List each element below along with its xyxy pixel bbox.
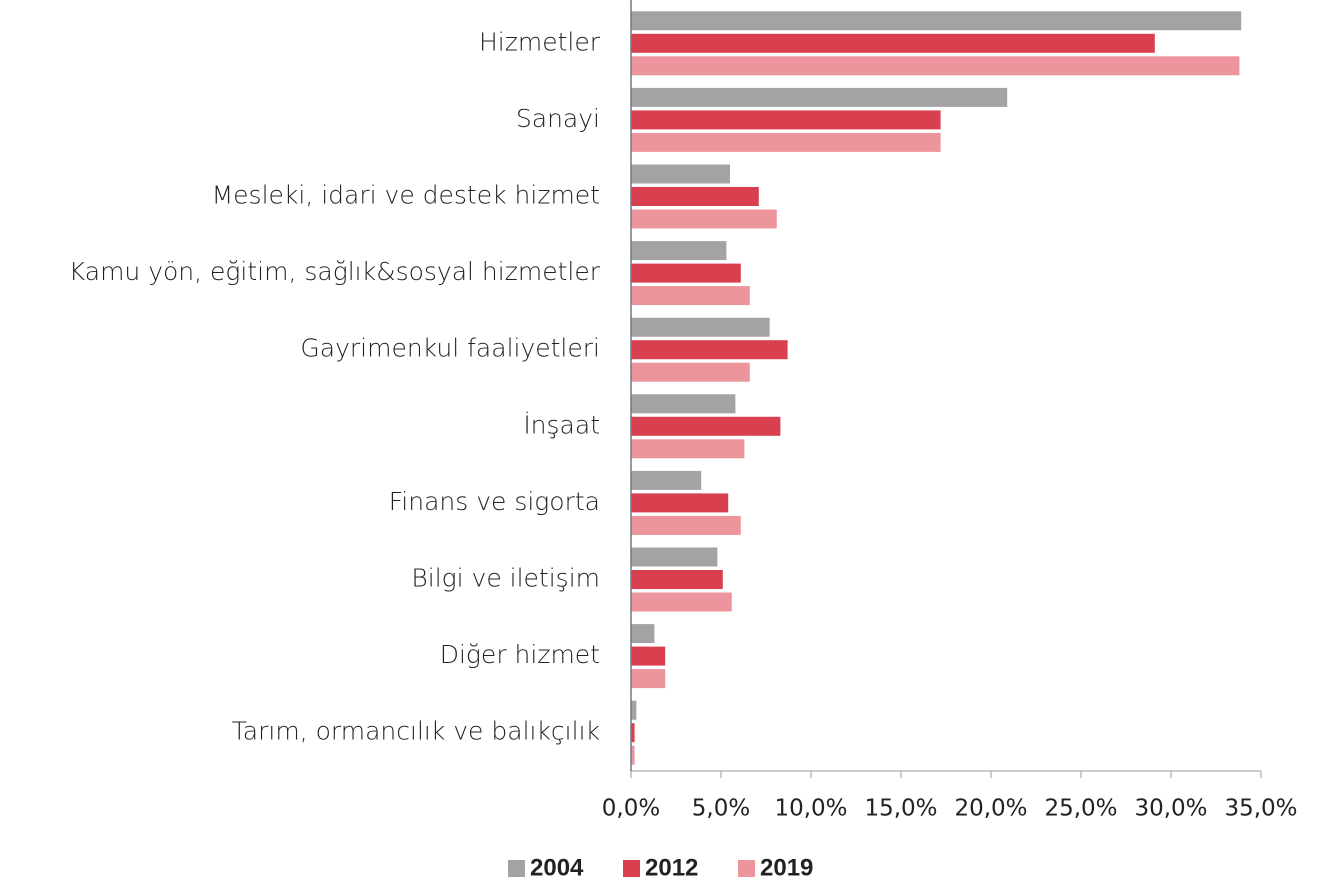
bar — [631, 547, 718, 567]
y-tick-label: Kamu yön, eğitim, sağlık&sosyal hizmetle… — [69, 257, 601, 286]
y-tick-label: Finans ve sigorta — [389, 487, 600, 516]
bar — [631, 241, 727, 261]
x-tick-label: 10,0% — [774, 796, 847, 822]
bar — [631, 110, 941, 130]
bar — [631, 362, 750, 382]
y-tick-label: Mesleki, idari ve destek hizmet — [212, 181, 600, 210]
legend-label: 2019 — [760, 854, 813, 881]
bar — [631, 416, 781, 436]
legend-label: 2012 — [645, 854, 698, 881]
x-tick-label: 0,0% — [602, 796, 660, 822]
bar — [631, 723, 635, 743]
y-tick-label: Gayrimenkul faaliyetleri — [300, 334, 600, 363]
x-tick-label: 25,0% — [1044, 796, 1117, 822]
bar — [631, 33, 1155, 53]
legend-swatch — [623, 860, 640, 877]
legend-label: 2004 — [530, 854, 584, 881]
bar — [631, 493, 729, 513]
bar — [631, 340, 788, 360]
bar — [631, 439, 745, 459]
y-tick-label: Tarım, ormancılık ve balıkçılık — [232, 717, 600, 746]
bar — [631, 515, 741, 535]
x-tick-label: 35,0% — [1224, 796, 1297, 822]
bar — [631, 592, 732, 612]
bar — [631, 317, 770, 337]
y-tick-label: Hizmetler — [479, 27, 601, 56]
bar — [631, 263, 741, 283]
bar — [631, 700, 637, 720]
bar — [631, 669, 666, 689]
y-tick-label: İnşaat — [523, 410, 600, 439]
bar — [631, 187, 759, 206]
bar — [631, 624, 655, 644]
bar — [631, 745, 635, 765]
legend-swatch — [508, 860, 525, 877]
x-tick-label: 20,0% — [954, 796, 1027, 822]
bar — [631, 87, 1008, 107]
bar — [631, 56, 1240, 76]
bar — [631, 286, 750, 306]
x-tick-label: 30,0% — [1134, 796, 1207, 822]
bar — [631, 394, 736, 414]
bar — [631, 646, 666, 666]
y-tick-label: Sanayi — [516, 104, 600, 133]
bar — [631, 570, 723, 589]
bar — [631, 470, 702, 490]
legend-swatch — [738, 860, 755, 877]
y-tick-label: Diğer hizmet — [440, 640, 600, 669]
y-tick-label: Bilgi ve iletişim — [411, 564, 600, 593]
x-tick-label: 5,0% — [692, 796, 750, 822]
bar — [631, 164, 730, 184]
x-tick-label: 15,0% — [864, 796, 937, 822]
bar — [631, 209, 777, 229]
bar — [631, 11, 1242, 31]
bar — [631, 132, 941, 152]
